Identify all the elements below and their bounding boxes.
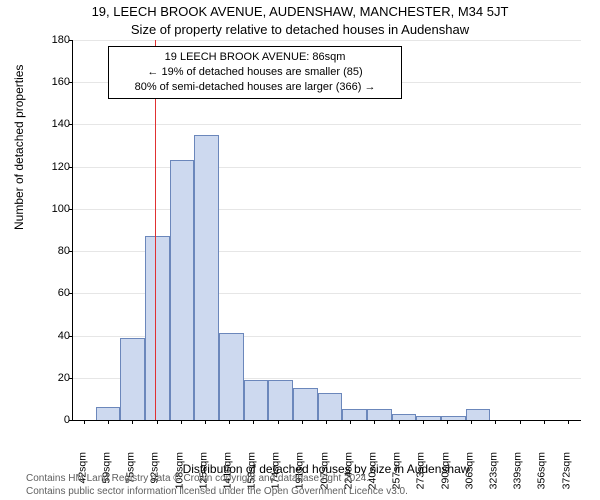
bar <box>170 160 195 420</box>
y-tick-mark <box>69 167 73 168</box>
x-tick-mark <box>84 420 85 424</box>
y-tick-label: 40 <box>40 330 70 342</box>
x-tick-mark <box>520 420 521 424</box>
chart-subtitle: Size of property relative to detached ho… <box>0 22 600 37</box>
marker-annotation-line: ← 19% of detached houses are smaller (85… <box>115 65 395 80</box>
y-tick-label: 0 <box>40 414 70 426</box>
bar <box>342 409 367 420</box>
x-tick-mark <box>568 420 569 424</box>
plot-area: 19 LEECH BROOK AVENUE: 86sqm← 19% of det… <box>72 40 581 421</box>
marker-annotation-line: 19 LEECH BROOK AVENUE: 86sqm <box>115 50 395 65</box>
bar <box>318 393 343 420</box>
y-tick-mark <box>69 124 73 125</box>
y-tick-mark <box>69 40 73 41</box>
footer-attribution: Contains HM Land Registry data © Crown c… <box>26 473 586 498</box>
y-tick-mark <box>69 378 73 379</box>
y-tick-mark <box>69 251 73 252</box>
x-tick-mark <box>108 420 109 424</box>
x-tick-mark <box>181 420 182 424</box>
bar <box>120 338 145 420</box>
bar <box>219 333 244 420</box>
y-tick-mark <box>69 293 73 294</box>
x-tick-mark <box>423 420 424 424</box>
x-tick-mark <box>374 420 375 424</box>
x-tick-mark <box>278 420 279 424</box>
x-tick-mark <box>495 420 496 424</box>
bar <box>244 380 269 420</box>
bar <box>145 236 170 420</box>
footer-line-1: Contains HM Land Registry data © Crown c… <box>26 473 586 486</box>
x-tick-mark <box>302 420 303 424</box>
chart-container: 19, LEECH BROOK AVENUE, AUDENSHAW, MANCH… <box>0 0 600 500</box>
x-tick-mark <box>350 420 351 424</box>
bar <box>96 407 121 420</box>
y-tick-label: 120 <box>40 161 70 173</box>
y-tick-mark <box>69 336 73 337</box>
y-tick-label: 20 <box>40 372 70 384</box>
y-tick-mark <box>69 82 73 83</box>
x-tick-mark <box>205 420 206 424</box>
y-tick-label: 180 <box>40 34 70 46</box>
x-tick-mark <box>471 420 472 424</box>
y-tick-label: 60 <box>40 287 70 299</box>
x-tick-mark <box>253 420 254 424</box>
footer-line-2: Contains public sector information licen… <box>26 486 586 499</box>
bar <box>367 409 392 420</box>
x-tick-mark <box>447 420 448 424</box>
page-title: 19, LEECH BROOK AVENUE, AUDENSHAW, MANCH… <box>0 4 600 19</box>
x-tick-mark <box>132 420 133 424</box>
x-tick-mark <box>326 420 327 424</box>
bar <box>293 388 318 420</box>
bar <box>194 135 219 420</box>
x-tick-mark <box>399 420 400 424</box>
y-tick-label: 160 <box>40 76 70 88</box>
y-tick-label: 100 <box>40 203 70 215</box>
x-tick-mark <box>157 420 158 424</box>
y-tick-mark <box>69 209 73 210</box>
x-tick-mark <box>229 420 230 424</box>
y-axis-label: Number of detached properties <box>12 65 26 230</box>
x-axis-ticks: 42sqm59sqm75sqm92sqm108sqm125sqm141sqm15… <box>72 420 580 464</box>
x-tick-mark <box>544 420 545 424</box>
marker-annotation-box: 19 LEECH BROOK AVENUE: 86sqm← 19% of det… <box>108 46 402 99</box>
marker-annotation-line: 80% of semi-detached houses are larger (… <box>115 80 395 95</box>
y-tick-label: 80 <box>40 245 70 257</box>
bar <box>268 380 293 420</box>
bar <box>466 409 491 420</box>
y-tick-label: 140 <box>40 118 70 130</box>
